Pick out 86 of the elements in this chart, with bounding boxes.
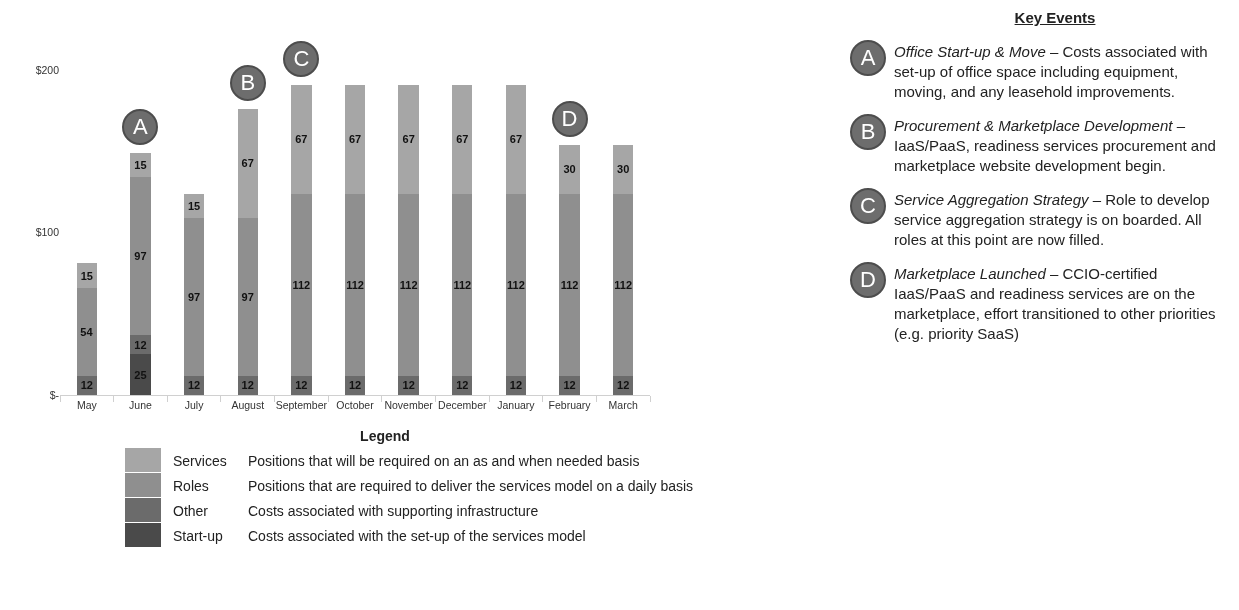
y-tick-label: $100 <box>35 226 60 239</box>
x-tick-label: February <box>548 398 592 411</box>
x-tick-label: June <box>129 398 152 411</box>
x-tick-label: January <box>497 398 536 411</box>
bar <box>559 144 580 194</box>
data-label: 97 <box>241 290 254 303</box>
data-label: 97 <box>187 290 201 303</box>
letter-badge: D <box>850 262 886 298</box>
text: Positions that are required to deliver the services model on a daily basis <box>248 477 694 494</box>
data-label: 12 <box>563 379 576 392</box>
bar <box>344 84 366 194</box>
x-tick-label: October <box>336 398 375 411</box>
letter-badge: A <box>850 40 886 76</box>
data-label: 54 <box>80 325 94 338</box>
text: Costs associated with supporting infrastructure <box>248 502 539 519</box>
bar <box>130 354 151 395</box>
legend-label: Other <box>173 502 209 519</box>
legend-label: Start-up <box>173 527 224 544</box>
x-tick-label: September <box>275 398 328 411</box>
data-label: 112 <box>453 278 472 291</box>
data-label: 67 <box>402 133 415 146</box>
data-label: 12 <box>187 379 201 392</box>
bar <box>398 84 419 194</box>
data-label: 12 <box>295 379 308 392</box>
data-label: 67 <box>241 157 254 170</box>
data-label: 30 <box>617 163 630 176</box>
legend-title: Legend <box>359 428 411 444</box>
bar <box>612 193 634 376</box>
x-tick-label: July <box>184 398 205 411</box>
data-label: 112 <box>614 278 633 291</box>
bar <box>452 84 473 194</box>
bar <box>291 84 312 194</box>
data-label: 15 <box>187 199 201 212</box>
bar <box>237 109 258 218</box>
data-label: 15 <box>134 159 147 172</box>
bar <box>559 193 580 376</box>
data-label: 25 <box>134 368 147 381</box>
data-label: 112 <box>560 278 579 291</box>
data-label: 12 <box>241 379 254 392</box>
text: Service Aggregation Strategy – Role to develop service aggregation strategy is on boarded. All roles at this point are now filled. <box>894 190 1211 250</box>
data-label: 67 <box>295 133 308 146</box>
x-tick-label: August <box>231 398 265 411</box>
y-tick-label: $- <box>49 388 60 401</box>
bar <box>452 193 473 376</box>
data-label: 112 <box>507 278 525 291</box>
bar <box>612 144 634 194</box>
data-label: 12 <box>134 338 147 351</box>
text: Costs associated with the set-up of the services model <box>248 527 586 544</box>
y-tick-label: $200 <box>35 63 60 76</box>
bar <box>183 217 205 376</box>
bar <box>344 193 366 376</box>
bar <box>291 193 312 376</box>
letter-badge: B <box>850 114 886 150</box>
legend-label: Roles <box>173 477 210 494</box>
data-label: 30 <box>563 163 576 176</box>
data-label: 12 <box>456 379 469 392</box>
text: Office Start-up & Move – Costs associated with set-up of office space including equipment, moving, and any leasehold improvements. <box>894 42 1209 102</box>
data-label: 67 <box>348 133 362 146</box>
text: Key Events <box>1013 8 1097 28</box>
text: Procurement & Marketplace Development – IaaS/PaaS, readiness services procurement and marketplace website development begin. <box>894 116 1217 176</box>
data-label: 12 <box>509 379 523 392</box>
data-label: 67 <box>456 133 469 146</box>
x-tick-label: March <box>608 398 638 411</box>
data-label: 112 <box>346 278 364 291</box>
data-label: 112 <box>399 278 418 291</box>
bar <box>505 84 527 194</box>
text: Marketplace Launched – CCIO-certified IaaS/PaaS and readiness services are on the marketplace, effort transitioned to other priorities (e.g. priority SaaS) <box>894 264 1217 344</box>
letter-badge: C <box>850 188 886 224</box>
data-label: 15 <box>80 269 93 282</box>
data-label: 12 <box>348 379 362 392</box>
data-label: 12 <box>617 379 630 392</box>
data-label: 112 <box>292 278 311 291</box>
x-tick-label: May <box>76 398 98 411</box>
x-tick-label: November <box>384 398 434 411</box>
text: Positions that will be required on an as and when needed basis <box>248 452 640 469</box>
x-tick-label: December <box>438 398 487 411</box>
bar <box>398 193 419 376</box>
legend-label: Services <box>173 452 228 469</box>
bar <box>130 177 151 335</box>
bar <box>237 217 258 376</box>
bar <box>505 193 527 376</box>
data-label: 67 <box>509 133 523 146</box>
data-label: 12 <box>402 379 415 392</box>
data-label: 97 <box>134 250 147 263</box>
data-label: 12 <box>80 379 93 392</box>
bar <box>76 287 98 376</box>
